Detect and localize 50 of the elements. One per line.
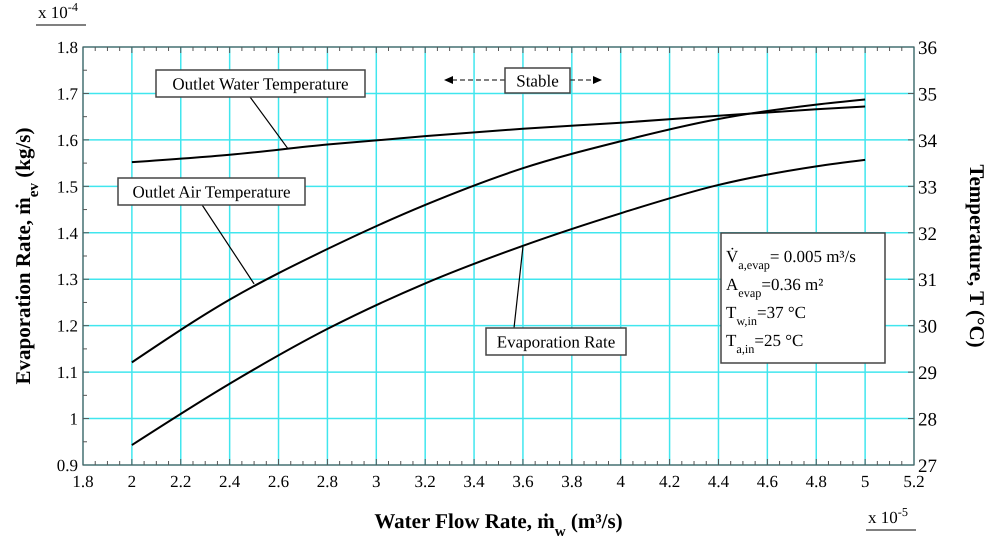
y2-tick-label: 33: [918, 177, 937, 198]
x-tick-label: 4.2: [658, 472, 680, 491]
y2-axis-title: Temperature, T (°C): [965, 164, 985, 348]
y-tick-label: 1.2: [56, 316, 78, 336]
x-tick-label: 3.8: [561, 472, 582, 491]
text: x 10$^{-4}$: [38, 0, 78, 22]
y-tick-label: 1.1: [56, 363, 78, 382]
x-tick-label: 2.2: [170, 472, 192, 491]
y-tick-label: 1.7: [56, 84, 78, 104]
annotation: A$_{evap}$=0.36 m²: [726, 275, 824, 300]
y2-tick-label: 29: [918, 363, 937, 384]
y-tick-label: 0.9: [56, 456, 78, 475]
x-tick-label: 3.6: [512, 472, 534, 491]
y-tick-label: 1: [70, 410, 78, 429]
x-tick-label: 4: [616, 472, 626, 491]
line-series: [130, 98, 866, 364]
x-tick-label: 3.2: [414, 472, 436, 491]
y2-tick-label: 34: [918, 130, 938, 152]
text: x 10$^{-5}$: [868, 505, 908, 527]
y2-tick-label: 35: [918, 84, 937, 106]
x-axis-title: Water Flow Rate, ṁ$_{w}$ (m³/s): [374, 509, 623, 536]
x-tick-label: 2.6: [268, 472, 290, 491]
annotation: T$_{w,in}$=37 °C: [726, 303, 806, 328]
x-tick-label: 1.8: [72, 472, 94, 491]
x-tick-label: 5: [860, 472, 870, 491]
annotation: Stable: [516, 72, 559, 90]
x-tick-label: 4.4: [708, 472, 730, 491]
x-tick-label: 3: [372, 472, 381, 491]
annotation: Evaporation Rate: [496, 332, 616, 352]
y2-tick-label: 30: [918, 316, 937, 338]
annotation: T$_{a,in}$=25 °C: [726, 331, 804, 356]
x-tick-label: 4.6: [756, 472, 778, 491]
y2-tick-label: 28: [918, 410, 937, 431]
y-tick-label: 1.8: [56, 38, 78, 57]
x-tick-label: 3.4: [463, 472, 486, 491]
y2-tick-label: 32: [918, 224, 937, 245]
annotation: V̇$_{a,evap}$= 0.005 m³/s: [726, 246, 856, 272]
y2-tick-label: 36: [918, 38, 937, 59]
y-tick-label: 1.3: [56, 270, 78, 290]
x-tick-label: 2.8: [316, 472, 338, 491]
y-tick-label: 1.4: [56, 224, 78, 243]
annotation: Outlet Water Temperature: [172, 74, 349, 94]
annotation: Outlet Air Temperature: [132, 182, 291, 202]
y-tick-label: 1.6: [56, 130, 78, 150]
x-tick-label: 2: [128, 472, 136, 491]
y2-tick-label: 31: [918, 270, 937, 292]
x-tick-label: 2.4: [219, 472, 241, 491]
x-tick-label: 4.8: [806, 472, 827, 491]
line-series: [130, 158, 866, 446]
y-tick-label: 1.5: [56, 177, 78, 196]
